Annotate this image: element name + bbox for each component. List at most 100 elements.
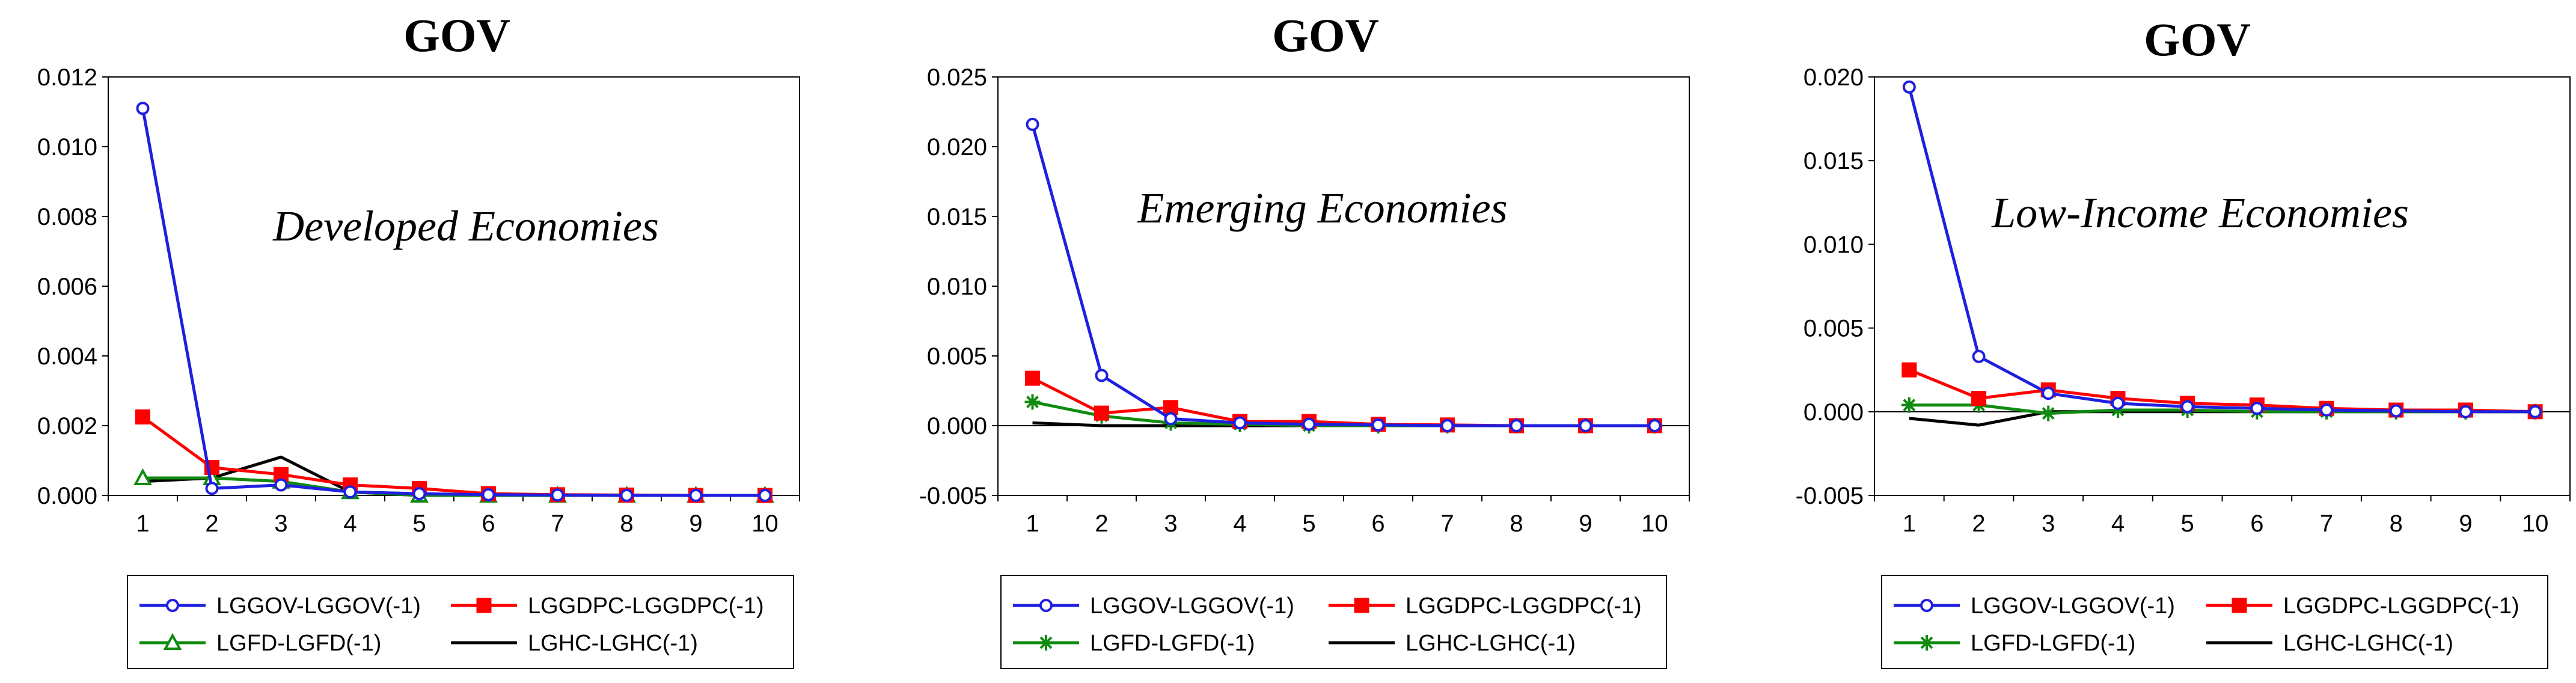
plot-frame (1874, 76, 2571, 496)
legend-item: LGHC-LGHC(-1) (2206, 631, 2453, 656)
x-tick-label: 10 (1641, 510, 1668, 537)
x-tick-label: 6 (482, 510, 495, 537)
series-line (1908, 368, 2536, 414)
legend-box (1881, 575, 2548, 669)
x-tick-label: 10 (751, 510, 779, 537)
legend-item: LGFD-LGFD(-1) (1013, 631, 1255, 656)
y-tick-label: 0.000 (927, 413, 987, 440)
plot-frame (108, 76, 800, 496)
series-line (1908, 87, 2536, 414)
data-point (412, 487, 426, 501)
chart-title: GOV (2144, 13, 2251, 66)
y-tick-label: 0.000 (1804, 399, 1864, 426)
y-tick-label: 0.005 (1804, 316, 1864, 342)
data-point (343, 485, 357, 499)
x-tick-label: 7 (2320, 510, 2333, 537)
x-tick-label: 1 (136, 510, 149, 537)
data-point (2320, 403, 2334, 417)
x-tick-label: 3 (274, 510, 287, 537)
data-point (2529, 405, 2542, 418)
data-point (1971, 391, 1987, 406)
data-point (1024, 394, 1041, 410)
series-line (141, 108, 765, 497)
chart-annotation: Emerging Economies (1137, 184, 1507, 232)
legend-item: LGGDPC-LGGDPC(-1) (2206, 593, 2519, 619)
legend-marker (166, 599, 179, 612)
x-tick-label: 4 (1233, 510, 1246, 537)
y-tick-label: 0.025 (927, 64, 987, 91)
x-tick-label: 6 (1371, 510, 1384, 537)
y-tick-label: 0.005 (927, 343, 987, 370)
data-point (1026, 117, 1039, 131)
legend-item: LGHC-LGHC(-1) (1329, 631, 1576, 656)
legend-marker (1038, 635, 1054, 651)
x-tick-label: 1 (1026, 510, 1039, 537)
x-tick-label: 2 (205, 510, 218, 537)
data-point (1901, 362, 1917, 378)
data-point (1972, 349, 1986, 363)
data-point (2389, 404, 2403, 418)
chart-title: GOV (1272, 9, 1379, 61)
x-tick-label: 2 (1095, 510, 1108, 537)
data-point (758, 489, 772, 502)
legend-label: LGGOV-LGGOV(-1) (216, 593, 421, 619)
legend-marker (2232, 598, 2247, 613)
y-tick-label: 0.006 (37, 274, 97, 300)
series-line (142, 415, 765, 497)
y-tick-label: 0.012 (37, 64, 97, 91)
x-tick-label: 9 (2459, 510, 2472, 537)
legend-label: LGFD-LGFD(-1) (1090, 631, 1255, 656)
data-point (2180, 400, 2194, 414)
chart-panel-2: GOV Emerging Economies -0.005 0.000 0.005 0.0… (919, 9, 1690, 669)
legend-label: LGGOV-LGGOV(-1) (1090, 593, 1294, 619)
data-point (2040, 405, 2057, 421)
legend-marker (1920, 599, 1933, 612)
data-point (2109, 402, 2126, 418)
legend-label: LGGDPC-LGGDPC(-1) (2283, 593, 2519, 619)
data-point (1648, 419, 1662, 432)
data-point (689, 489, 703, 502)
data-point (1164, 412, 1178, 426)
y-tick-label: 0.000 (37, 483, 97, 509)
legend-label: LGGDPC-LGGDPC(-1) (528, 593, 764, 619)
y-tick-label: 0.004 (37, 343, 97, 370)
chart-panel-1: GOV Developed Economies 0.000 0.002 0.004 0.0… (37, 9, 800, 669)
legend-marker (476, 598, 492, 613)
x-tick-label: 3 (1164, 510, 1177, 537)
data-point (274, 478, 288, 492)
chart-annotation: Developed Economies (272, 202, 659, 250)
data-point (136, 102, 150, 115)
y-tick-label: 0.010 (37, 134, 97, 161)
data-point (620, 489, 634, 502)
x-tick-label: 8 (1510, 510, 1523, 537)
legend-label: LGHC-LGHC(-1) (2283, 631, 2453, 656)
data-point (1233, 416, 1247, 430)
chart-panel-3: GOV Low-Income Economies -0.005 0.000 0.005 0… (1796, 13, 2571, 669)
data-point (2250, 402, 2264, 415)
data-point (482, 488, 495, 501)
x-tick-label: 1 (1903, 510, 1916, 537)
legend-box (127, 575, 794, 669)
legend-marker (1039, 599, 1053, 612)
y-tick-label: -0.005 (1796, 483, 1864, 509)
chart-annotation: Low-Income Economies (1991, 189, 2409, 237)
x-tick-label: 8 (620, 510, 633, 537)
legend-item: LGGOV-LGGOV(-1) (139, 593, 421, 619)
x-tick-label: 2 (1972, 510, 1985, 537)
data-point (1095, 369, 1109, 382)
data-point (2111, 396, 2125, 410)
legend-item: LGGOV-LGGOV(-1) (1013, 593, 1294, 619)
y-tick-label: 0.008 (37, 204, 97, 230)
data-point (1025, 370, 1040, 386)
x-tick-label: 3 (2042, 510, 2055, 537)
legend-item: LGGDPC-LGGDPC(-1) (451, 593, 764, 619)
legend-label: LGFD-LGFD(-1) (1971, 631, 2135, 656)
y-tick-label: 0.020 (1804, 64, 1864, 91)
x-tick-label: 8 (2390, 510, 2403, 537)
data-point (205, 482, 219, 495)
legend-marker (1919, 635, 1935, 651)
data-point (1302, 417, 1316, 431)
data-point (135, 409, 150, 424)
legend-label: LGGOV-LGGOV(-1) (1971, 593, 2175, 619)
legend-item: LGFD-LGFD(-1) (1894, 631, 2135, 656)
